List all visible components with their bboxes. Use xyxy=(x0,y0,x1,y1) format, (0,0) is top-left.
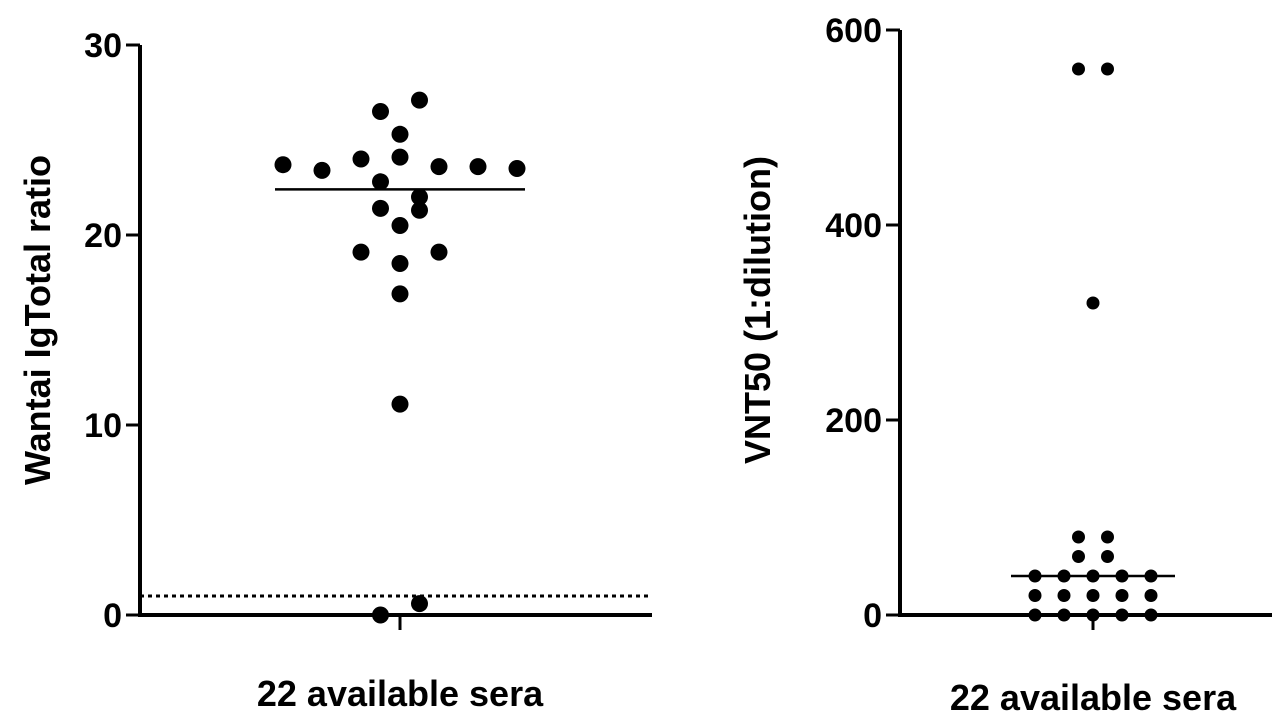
y-tick-label-wantai-1: 10 xyxy=(84,407,122,445)
data-point-vnt50-15 xyxy=(1115,589,1129,602)
y-ticks-wantai: 0 10 20 30 xyxy=(84,27,140,635)
data-point-vnt50-19 xyxy=(1086,608,1100,622)
data-point-vnt50-14 xyxy=(1086,589,1100,602)
data-point-wantai-2 xyxy=(352,150,370,168)
data-point-wantai-13 xyxy=(391,395,409,413)
data-point-wantai-3 xyxy=(372,173,389,191)
y-tick-label-vnt50-3: 600 xyxy=(825,12,882,50)
data-point-vnt50-11 xyxy=(1144,569,1158,583)
y-axis-title-wantai: Wantai IgTotal ratio xyxy=(17,155,58,485)
data-point-wantai-19 xyxy=(508,160,526,177)
y-tick-label-vnt50-1: 200 xyxy=(825,402,882,440)
y-tick-label-wantai-0: 0 xyxy=(103,597,122,635)
data-point-vnt50-16 xyxy=(1144,589,1158,602)
data-point-vnt50-8 xyxy=(1057,569,1071,583)
data-point-vnt50-3 xyxy=(1072,530,1085,544)
data-point-wantai-15 xyxy=(430,158,448,176)
data-point-wantai-5 xyxy=(352,243,370,261)
y-axis-title-vnt50: VNT50 (1:dilution) xyxy=(737,156,778,464)
panel-wantai: 0 10 20 30 Wantai IgTotal ratio 22 availabl… xyxy=(17,27,652,714)
data-point-vnt50-12 xyxy=(1028,589,1042,602)
data-point-wantai-11 xyxy=(391,255,409,272)
data-point-vnt50-1 xyxy=(1101,62,1114,76)
data-point-wantai-8 xyxy=(391,148,409,166)
category-label-vnt50: 22 available sera xyxy=(950,677,1237,717)
data-point-vnt50-13 xyxy=(1057,589,1071,602)
data-point-wantai-6 xyxy=(372,103,389,120)
y-tick-label-vnt50-0: 0 xyxy=(863,597,882,635)
data-point-vnt50-17 xyxy=(1028,608,1042,622)
data-point-vnt50-0 xyxy=(1072,62,1085,76)
category-label-wantai: 22 available sera xyxy=(257,673,544,714)
data-point-vnt50-7 xyxy=(1028,569,1042,583)
data-point-vnt50-21 xyxy=(1144,608,1158,622)
data-point-wantai-9 xyxy=(411,188,428,206)
data-point-wantai-10 xyxy=(391,217,409,234)
data-point-wantai-0 xyxy=(274,156,292,174)
data-point-wantai-1 xyxy=(313,161,331,179)
data-point-vnt50-2 xyxy=(1086,296,1100,310)
data-point-vnt50-20 xyxy=(1115,608,1129,622)
data-point-vnt50-9 xyxy=(1086,569,1100,583)
data-point-wantai-16 xyxy=(411,201,428,219)
data-point-vnt50-4 xyxy=(1101,530,1114,544)
y-tick-label-wantai-2: 20 xyxy=(84,217,122,255)
data-point-vnt50-5 xyxy=(1072,550,1085,563)
data-point-wantai-17 xyxy=(430,243,448,261)
y-ticks-vnt50: 0 200 400 600 xyxy=(825,12,900,635)
data-points-vnt50 xyxy=(1028,62,1158,622)
data-point-wantai-18 xyxy=(469,158,487,176)
data-point-wantai-21 xyxy=(411,595,428,613)
data-point-vnt50-18 xyxy=(1057,608,1071,622)
data-point-wantai-20 xyxy=(372,606,389,624)
data-point-wantai-7 xyxy=(391,125,409,143)
data-point-vnt50-6 xyxy=(1101,550,1114,563)
data-point-vnt50-10 xyxy=(1115,569,1129,583)
data-point-wantai-12 xyxy=(391,285,409,303)
data-point-wantai-14 xyxy=(411,91,428,109)
y-tick-label-wantai-3: 30 xyxy=(84,27,122,65)
panel-vnt50: 0 200 400 600 VNT50 (1:dilution) 22 availab… xyxy=(737,12,1272,717)
data-points-wantai xyxy=(274,91,526,624)
y-tick-label-vnt50-2: 400 xyxy=(825,207,882,245)
data-point-wantai-4 xyxy=(372,199,389,217)
